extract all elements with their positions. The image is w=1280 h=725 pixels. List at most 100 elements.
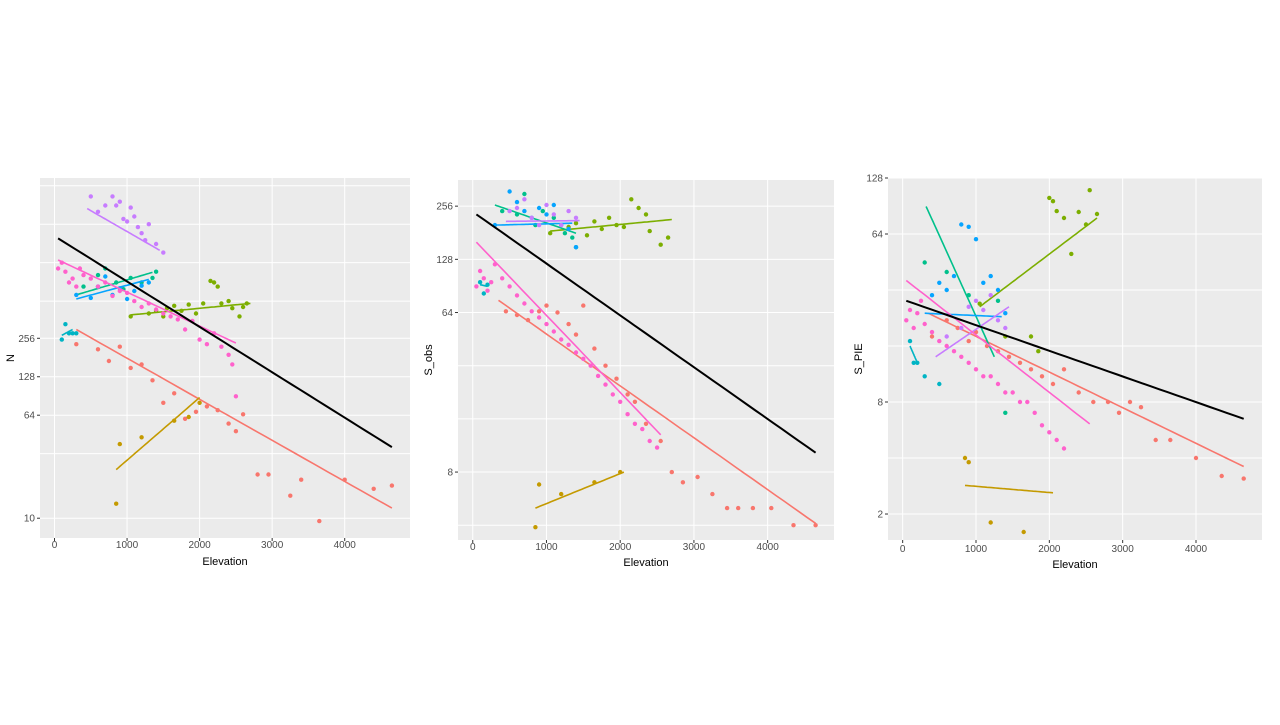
data-point xyxy=(918,298,924,303)
data-point xyxy=(1050,381,1056,387)
x-tick-label: 3000 xyxy=(261,540,284,551)
data-point xyxy=(937,381,942,387)
data-point xyxy=(922,321,927,327)
data-point xyxy=(110,293,115,299)
x-tick-label: 3000 xyxy=(1112,544,1135,555)
data-point xyxy=(1010,390,1015,395)
data-point xyxy=(371,486,376,491)
data-point xyxy=(904,318,909,323)
data-point xyxy=(70,276,75,281)
data-point xyxy=(540,208,545,214)
data-point xyxy=(110,194,115,199)
data-point xyxy=(197,337,202,342)
data-point xyxy=(1168,437,1173,443)
series-group_a xyxy=(498,299,818,528)
data-point xyxy=(59,337,64,342)
x-tick-label: 4000 xyxy=(757,542,780,553)
series-fit-line xyxy=(505,219,580,223)
x-axis-title: Elevation xyxy=(202,556,247,568)
data-point xyxy=(911,325,916,331)
data-point xyxy=(636,205,641,211)
series-group_e xyxy=(477,280,490,296)
data-point xyxy=(606,215,612,220)
series-fit-line xyxy=(76,271,153,296)
data-point xyxy=(95,347,101,352)
data-point xyxy=(1017,360,1023,365)
data-point xyxy=(161,250,166,255)
y-tick-label: 256 xyxy=(436,202,453,213)
data-point xyxy=(117,441,123,447)
series-fit-line xyxy=(964,484,1054,494)
data-point xyxy=(74,284,79,289)
data-point xyxy=(74,331,79,336)
data-point xyxy=(95,272,101,278)
data-point xyxy=(233,394,239,399)
data-point xyxy=(485,288,490,293)
data-point xyxy=(929,334,935,339)
data-point xyxy=(603,363,608,368)
data-point xyxy=(226,421,231,426)
data-point xyxy=(559,222,564,228)
data-point xyxy=(551,215,556,220)
data-point xyxy=(299,477,304,482)
series-fit-line xyxy=(76,278,150,300)
data-point xyxy=(551,329,556,334)
overall-trend-line xyxy=(57,237,393,448)
data-point xyxy=(977,301,982,306)
data-point xyxy=(988,520,993,525)
data-point xyxy=(736,505,741,511)
data-point xyxy=(1039,423,1045,428)
series-group_f xyxy=(924,222,1008,318)
data-point xyxy=(132,214,137,219)
data-point xyxy=(117,199,123,204)
data-point xyxy=(629,197,634,202)
y-tick-label: 64 xyxy=(442,308,454,319)
data-point xyxy=(201,301,206,306)
data-point xyxy=(255,472,260,477)
data-point xyxy=(197,400,202,405)
data-point xyxy=(643,212,649,217)
series-group_b xyxy=(114,396,202,506)
data-point xyxy=(555,310,560,315)
data-point xyxy=(114,501,119,506)
data-point xyxy=(124,296,130,302)
data-point xyxy=(1087,188,1092,193)
data-point xyxy=(317,518,322,524)
data-point xyxy=(1153,437,1158,443)
data-point xyxy=(566,342,571,347)
data-point xyxy=(573,245,579,250)
data-point xyxy=(951,349,957,354)
data-point xyxy=(724,505,730,511)
data-point xyxy=(665,235,671,240)
data-point xyxy=(944,269,949,275)
y-tick-label: 256 xyxy=(18,334,35,345)
series-fit-line xyxy=(925,206,996,358)
data-point xyxy=(1061,446,1067,451)
data-point xyxy=(1028,334,1034,339)
data-point xyxy=(121,216,126,222)
data-point xyxy=(915,311,920,316)
data-point xyxy=(230,306,235,311)
x-tick-label: 4000 xyxy=(1185,544,1208,555)
series-group_h xyxy=(904,279,1091,451)
data-point xyxy=(1094,211,1100,217)
data-point xyxy=(573,332,579,337)
data-point xyxy=(153,269,159,274)
data-point xyxy=(1006,354,1012,359)
data-point xyxy=(1061,215,1067,221)
data-point xyxy=(654,445,660,450)
y-axis-title: S_PIE xyxy=(853,343,865,374)
data-point xyxy=(70,331,75,336)
data-point xyxy=(474,284,479,289)
data-point xyxy=(551,212,556,217)
data-point xyxy=(544,303,549,308)
data-point xyxy=(562,231,568,236)
data-point xyxy=(625,412,630,417)
panel-background xyxy=(458,180,834,540)
data-point xyxy=(536,309,542,314)
data-point xyxy=(536,482,542,487)
data-point xyxy=(132,298,137,304)
data-point xyxy=(581,356,586,361)
data-point xyxy=(973,367,979,372)
data-point xyxy=(603,382,608,387)
